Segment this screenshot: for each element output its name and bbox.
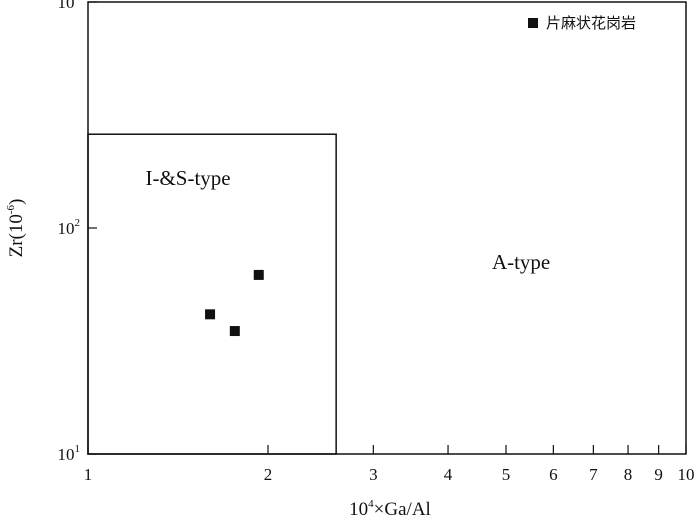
- y-axis-ticks: 101 102 103: [58, 0, 97, 464]
- x-tick-label-3: 4: [444, 465, 453, 484]
- data-point-0-0: [205, 309, 216, 320]
- x-tick-label-0: 1: [84, 465, 93, 484]
- data-points: [205, 269, 264, 337]
- data-point-0-1: [229, 326, 240, 337]
- i-s-type-region-box: [87, 133, 337, 455]
- x-tick-label-5: 6: [549, 465, 558, 484]
- y-tick-label-2: 103: [58, 0, 81, 12]
- region-labels: I-&S-type A-type: [145, 166, 550, 274]
- x-tick-label-7: 8: [624, 465, 633, 484]
- region-label-0: I-&S-type: [145, 166, 230, 190]
- y-tick-label-0: 101: [58, 443, 81, 464]
- legend-label: 片麻状花岗岩: [546, 14, 636, 32]
- x-tick-label-4: 5: [502, 465, 511, 484]
- region-label-1: A-type: [492, 250, 550, 274]
- y-axis-label: Zr(10-6): [5, 199, 27, 258]
- x-tick-label-9: 10: [678, 465, 695, 484]
- legend-marker: [528, 18, 538, 28]
- x-axis-label: 104×Ga/Al: [349, 498, 431, 520]
- plot-frame: [87, 1, 687, 455]
- x-tick-label-1: 2: [264, 465, 273, 484]
- x-axis-ticks: 1 2 3 4 5 6 7 8 9 10: [84, 445, 695, 484]
- x-tick-label-6: 7: [589, 465, 598, 484]
- x-tick-label-8: 9: [654, 465, 663, 484]
- data-point-0-2: [253, 269, 264, 280]
- y-tick-label-1: 102: [58, 217, 81, 238]
- x-tick-label-2: 3: [369, 465, 378, 484]
- legend: 片麻状花岗岩: [528, 14, 636, 32]
